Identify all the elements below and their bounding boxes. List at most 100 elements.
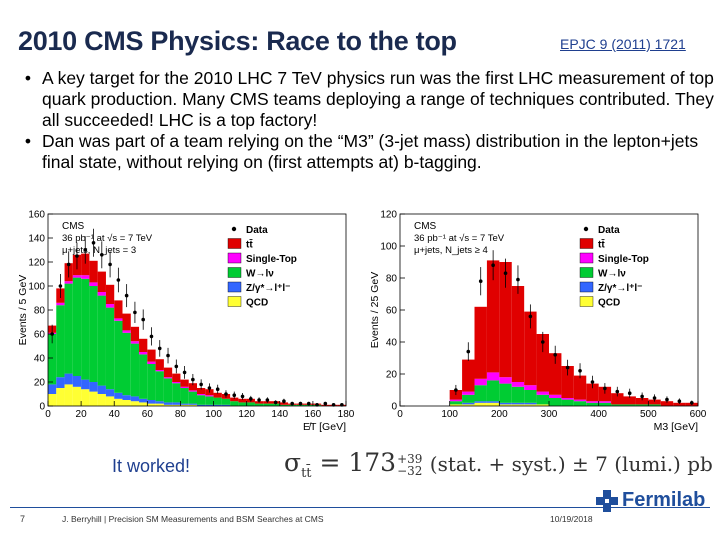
cms-label: CMS: [62, 221, 85, 232]
bar-segment: [155, 371, 164, 402]
bar-segment: [122, 400, 131, 406]
fermilab-logo-icon: [596, 489, 618, 512]
bar-segment: [549, 398, 562, 406]
formula-tail: (stat. + syst.) ± 7 (lumi.) pb: [423, 452, 713, 476]
y-tick-label: 40: [386, 338, 398, 349]
x-tick-label: 600: [690, 409, 707, 420]
bar-segment: [511, 402, 525, 405]
bar-segment: [499, 383, 512, 403]
data-point: [306, 401, 311, 406]
bar-segment: [97, 295, 106, 386]
fermilab-logo: Fermilab: [596, 489, 705, 512]
legend-swatch: [579, 281, 594, 293]
bar-segment: [155, 403, 164, 406]
data-point: [491, 263, 495, 267]
data-point: [215, 387, 220, 391]
bar-segment: [486, 380, 500, 402]
legend-swatch: [579, 238, 594, 249]
bar-segment: [172, 402, 181, 405]
x-tick-label: 300: [541, 409, 558, 420]
data-point: [157, 346, 162, 351]
bar-segment: [180, 386, 189, 388]
bar-segment: [105, 396, 115, 406]
sigma-symbol: σ: [284, 448, 302, 477]
bar-segment: [230, 401, 239, 406]
bar-segment: [573, 401, 587, 406]
bar-segment: [56, 388, 65, 406]
bar-segment: [536, 391, 549, 395]
y-tick-label: 100: [28, 282, 45, 293]
bar-segment: [180, 379, 189, 387]
bar-segment: [549, 394, 562, 398]
data-point: [232, 393, 237, 397]
bar-segment: [155, 370, 164, 372]
bullet-dot-icon: •: [24, 131, 32, 151]
bar-segment: [48, 394, 57, 406]
bar-segment: [139, 338, 148, 352]
bar-segment: [163, 367, 173, 378]
bar-segment: [89, 260, 98, 283]
data-point: [466, 349, 471, 354]
x-tick-label: 500: [640, 409, 657, 420]
bar-segment: [561, 366, 574, 398]
bar-segment: [221, 398, 231, 405]
bar-segment: [660, 401, 674, 406]
data-point: [553, 353, 558, 357]
bar-segment: [72, 386, 82, 406]
bar-segment: [147, 349, 156, 362]
bar-segment: [81, 275, 90, 279]
bar-segment: [139, 402, 148, 406]
bar-segment: [449, 401, 463, 405]
data-point: [627, 391, 632, 395]
bar-segment: [105, 389, 115, 397]
bar-segment: [205, 395, 214, 397]
bar-segment: [524, 311, 537, 386]
bar-segment: [81, 389, 90, 406]
bar-segment: [114, 398, 123, 406]
bar-segment: [48, 334, 57, 385]
formula-errors: +39 −32: [397, 453, 422, 477]
bar-segment: [163, 402, 173, 405]
bar-segment: [139, 354, 148, 399]
reference-link[interactable]: EPJC 9 (2011) 1721: [560, 36, 686, 52]
bar-segment: [114, 320, 123, 393]
bar-segment: [172, 382, 181, 384]
bar-segment: [105, 304, 115, 308]
bar-segment: [598, 401, 612, 403]
bar-segment: [462, 404, 475, 406]
legend-label: Data: [598, 225, 620, 236]
bar-segment: [635, 398, 649, 405]
bar-segment: [188, 403, 197, 405]
bar-segment: [205, 404, 214, 406]
bar-segment: [254, 403, 264, 406]
bar-segment: [81, 278, 90, 380]
bar-segment: [64, 281, 73, 284]
bar-segment: [238, 398, 247, 403]
bar-segment: [56, 305, 65, 378]
data-point: [615, 389, 620, 394]
data-point: [149, 334, 154, 339]
bar-segment: [573, 375, 587, 400]
bar-segment: [462, 402, 475, 405]
data-point: [528, 314, 533, 319]
x-axis-label: E̸T [GeV]: [303, 421, 346, 433]
y-axis-label: Events / 25 GeV: [369, 272, 381, 348]
selection-label: μ+jets, N_jets ≥ 4: [414, 245, 488, 256]
bar-segment: [536, 334, 549, 392]
bar-segment: [89, 391, 98, 406]
data-point: [75, 254, 79, 258]
bar-segment: [48, 384, 57, 394]
data-point: [565, 365, 570, 370]
lumi-label: 36 pb⁻¹ at √s = 7 TeV: [414, 233, 505, 244]
bar-segment: [180, 388, 189, 404]
x-tick-label: 20: [76, 409, 88, 420]
bar-segment: [130, 401, 140, 406]
x-tick-label: 400: [590, 409, 607, 420]
bar-segment: [524, 404, 537, 406]
bar-segment: [486, 402, 500, 406]
bar-segment: [180, 403, 189, 405]
footer-date: 10/19/2018: [550, 514, 593, 524]
data-point: [478, 279, 483, 283]
data-point: [249, 397, 253, 401]
data-point: [124, 293, 129, 298]
